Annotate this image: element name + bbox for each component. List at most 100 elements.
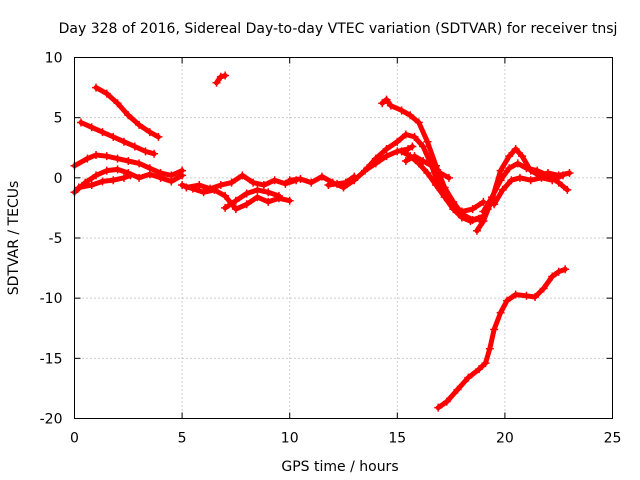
data-point <box>382 95 391 104</box>
data-point <box>481 359 490 368</box>
data-point <box>113 165 122 174</box>
data-point <box>436 169 445 178</box>
data-point <box>113 154 122 163</box>
x-tick-label: 15 <box>388 431 406 447</box>
y-tick-label: -5 <box>49 231 63 247</box>
data-point <box>440 193 449 202</box>
x-tick-label: 25 <box>604 431 622 447</box>
series-arc-a <box>92 83 163 141</box>
series-arc-i <box>212 71 230 87</box>
data-point <box>561 265 570 274</box>
data-point <box>102 166 111 175</box>
data-point <box>406 111 415 120</box>
data-point <box>522 164 531 173</box>
data-point <box>490 200 499 209</box>
data-point <box>150 149 159 158</box>
series-arc-d <box>70 165 187 197</box>
data-point <box>408 142 417 151</box>
data-point <box>548 272 557 281</box>
data-point <box>363 164 372 173</box>
data-point <box>135 120 144 129</box>
data-point <box>382 152 391 161</box>
data-point <box>242 200 251 209</box>
data-point <box>410 152 419 161</box>
data-point <box>238 171 247 180</box>
y-axis-label: SDTVAR / TECUs <box>6 181 22 296</box>
data-point <box>221 71 230 80</box>
data-point <box>253 193 262 202</box>
y-tick-label: -10 <box>40 291 63 307</box>
data-point <box>404 144 413 153</box>
data-point <box>401 130 410 139</box>
data-point <box>442 397 451 406</box>
data-point <box>167 177 176 186</box>
data-point <box>487 193 496 202</box>
y-tick-label: 0 <box>54 171 63 187</box>
data-point <box>98 128 107 137</box>
data-point <box>317 172 326 181</box>
data-point <box>518 152 527 161</box>
data-point <box>531 292 540 301</box>
data-point <box>468 205 477 214</box>
data-point <box>92 171 101 180</box>
data-point <box>195 181 204 190</box>
data-point <box>102 152 111 161</box>
data-point <box>505 164 514 173</box>
data-point <box>178 181 187 190</box>
data-point <box>281 179 290 188</box>
data-point <box>216 181 225 190</box>
data-point <box>457 213 466 222</box>
data-point <box>423 169 432 178</box>
series-trace <box>78 120 157 157</box>
data-point <box>401 156 410 165</box>
axis-ticks: 0 5 10 15 20 25 -20 -15 -10 -5 0 5 10 <box>40 51 622 447</box>
data-point <box>87 123 96 132</box>
data-point <box>490 325 499 334</box>
data-point <box>563 185 572 194</box>
data-point <box>464 373 473 382</box>
data-point <box>466 217 475 226</box>
data-point <box>119 137 128 146</box>
data-point <box>548 176 557 185</box>
data-point <box>264 188 273 197</box>
data-point <box>126 171 135 180</box>
data-point <box>479 207 488 216</box>
data-point <box>124 111 133 120</box>
series-arc-k <box>324 172 359 190</box>
data-point <box>434 403 443 412</box>
data-point <box>92 83 101 92</box>
data-point <box>513 159 522 168</box>
data-point <box>145 128 154 137</box>
data-point <box>382 144 391 153</box>
series-trace <box>325 174 357 188</box>
data-point <box>559 171 568 180</box>
data-point <box>419 142 428 151</box>
data-point <box>253 185 262 194</box>
data-point <box>423 137 432 146</box>
data-point <box>74 183 83 192</box>
data-point <box>221 191 230 200</box>
data-point <box>307 178 316 187</box>
data-point <box>419 156 428 165</box>
data-point <box>410 132 419 141</box>
data-point <box>119 173 128 182</box>
data-series <box>70 71 574 412</box>
data-point <box>178 171 187 180</box>
y-tick-label: -15 <box>40 351 63 367</box>
data-point <box>130 142 139 151</box>
data-point <box>102 89 111 98</box>
y-tick-label: 10 <box>45 51 63 67</box>
x-tick-label: 0 <box>70 431 79 447</box>
data-point <box>156 173 165 182</box>
y-tick-label: -20 <box>40 412 63 428</box>
data-point <box>496 176 505 185</box>
series-arc-s <box>434 265 570 412</box>
chart-title: Day 328 of 2016, Sidereal Day-to-day VTE… <box>59 21 618 37</box>
data-point <box>135 159 144 168</box>
data-point <box>92 150 101 159</box>
data-point <box>333 179 342 188</box>
data-point <box>206 184 215 193</box>
data-point <box>511 290 520 299</box>
data-point <box>453 385 462 394</box>
